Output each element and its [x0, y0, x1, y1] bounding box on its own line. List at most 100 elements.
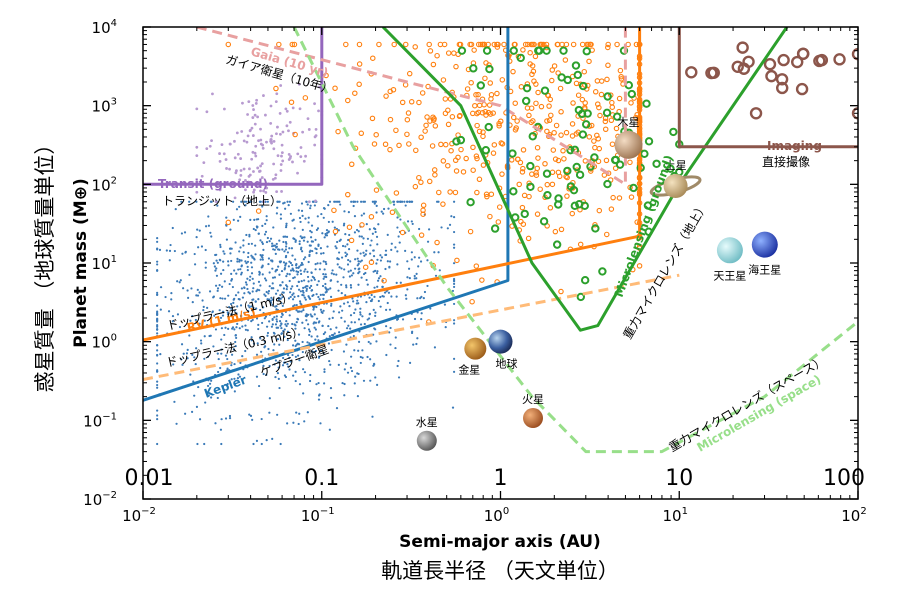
data-point [377, 223, 380, 226]
data-point [294, 339, 297, 342]
data-point [298, 300, 302, 303]
data-point [532, 53, 539, 60]
data-point [210, 200, 213, 203]
data-point [307, 216, 310, 219]
data-point [407, 267, 411, 270]
data-point [212, 296, 215, 299]
data-point [535, 89, 541, 96]
data-point [705, 66, 718, 80]
data-point [240, 273, 243, 276]
data-point [466, 197, 475, 207]
data-point [229, 228, 232, 231]
data-point [420, 207, 426, 214]
data-point [616, 95, 623, 102]
data-point [285, 222, 288, 225]
data-point [208, 290, 212, 293]
data-point [323, 370, 326, 373]
data-point [230, 259, 233, 263]
data-point [290, 247, 294, 250]
data-point [404, 131, 410, 138]
data-point [519, 169, 526, 175]
data-point [345, 191, 351, 198]
data-point [390, 295, 393, 298]
data-point [469, 298, 475, 305]
data-point [222, 152, 226, 156]
data-point [496, 123, 502, 129]
data-point [588, 41, 594, 48]
data-point [361, 356, 364, 359]
data-point [596, 104, 602, 111]
data-point [232, 218, 235, 222]
data-point [440, 226, 443, 229]
data-point [228, 414, 232, 418]
data-point [266, 236, 269, 240]
data-point [322, 260, 325, 263]
data-point [324, 273, 327, 276]
data-point [294, 370, 297, 373]
data-point [287, 265, 290, 268]
data-point [217, 357, 220, 361]
data-point [232, 200, 235, 203]
data-point [268, 411, 271, 414]
data-point [390, 242, 393, 245]
data-point [257, 384, 261, 388]
data-point [375, 271, 379, 275]
data-point [472, 102, 478, 109]
data-point [310, 224, 314, 227]
data-point [156, 263, 159, 266]
data-point [357, 340, 361, 344]
data-point [274, 375, 277, 379]
data-point [156, 418, 159, 421]
data-point [765, 69, 778, 83]
data-point [195, 107, 199, 111]
data-point [288, 368, 291, 371]
data-point [375, 211, 378, 214]
data-point [288, 99, 295, 105]
data-point [289, 291, 292, 294]
data-point [308, 379, 312, 383]
data-point [344, 362, 347, 365]
data-point [371, 415, 374, 418]
data-point [269, 122, 273, 125]
data-point [292, 131, 298, 138]
data-point [348, 233, 351, 237]
data-point [396, 250, 399, 253]
data-point [562, 57, 569, 63]
data-point [301, 250, 304, 253]
data-point [372, 308, 375, 312]
data-point [203, 442, 206, 446]
data-point [582, 47, 591, 56]
data-point [294, 355, 297, 358]
data-point [430, 61, 437, 68]
data-point [558, 288, 564, 295]
x-tick-exponent: −2 [141, 506, 156, 517]
data-point [396, 263, 399, 266]
data-point [307, 260, 310, 264]
data-point [775, 73, 789, 86]
data-point [241, 325, 244, 328]
data-point [491, 142, 498, 148]
data-point [233, 139, 236, 143]
data-point [359, 311, 362, 314]
data-point [352, 204, 355, 208]
data-point [551, 63, 558, 69]
data-point [209, 334, 212, 337]
data-point [165, 249, 168, 252]
data-point [294, 240, 297, 243]
y-tick-label: 101 [92, 254, 117, 273]
data-point [295, 266, 298, 269]
planet-disc [716, 237, 743, 264]
data-point [301, 228, 304, 231]
data-point [368, 313, 371, 316]
data-point [449, 114, 456, 120]
data-point [191, 353, 194, 356]
data-point [322, 352, 325, 355]
data-point [851, 107, 858, 120]
data-point [279, 163, 283, 166]
data-point [307, 328, 311, 331]
data-point [272, 349, 275, 352]
data-point [380, 210, 383, 213]
data-point [327, 204, 330, 207]
data-point [292, 374, 295, 377]
data-point [333, 226, 336, 229]
